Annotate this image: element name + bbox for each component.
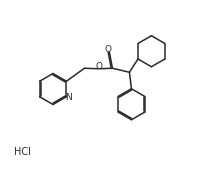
Text: O: O <box>95 62 102 71</box>
Text: N: N <box>65 93 72 102</box>
Text: HCl: HCl <box>14 147 30 157</box>
Text: O: O <box>105 45 112 54</box>
